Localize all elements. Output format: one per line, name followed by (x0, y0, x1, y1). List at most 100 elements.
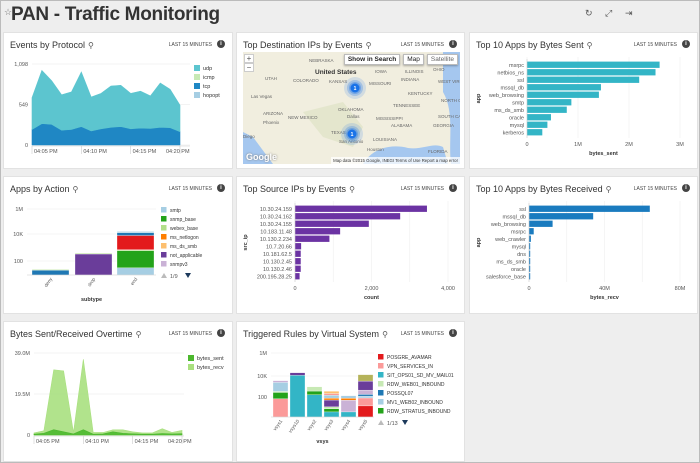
info-icon[interactable]: i (217, 329, 225, 337)
info-icon[interactable]: i (682, 40, 690, 48)
search-zoom-icon[interactable]: ⚲ (349, 185, 355, 194)
info-icon[interactable]: i (682, 184, 690, 192)
refresh-icon[interactable]: ↻ (585, 8, 593, 18)
bar[interactable] (295, 228, 341, 235)
bar[interactable] (295, 213, 401, 220)
bar-segment[interactable] (323, 399, 340, 407)
bar[interactable] (529, 243, 531, 250)
bar-segment[interactable] (31, 269, 70, 271)
bar-segment[interactable] (116, 267, 155, 276)
bar[interactable] (527, 84, 601, 91)
bar-segment[interactable] (357, 394, 374, 397)
bar-segment[interactable] (306, 390, 323, 395)
bar[interactable] (527, 129, 543, 136)
bar-segment[interactable] (323, 408, 340, 413)
bar[interactable] (527, 106, 567, 113)
bar[interactable] (527, 69, 656, 76)
bar[interactable] (529, 213, 594, 220)
bar-segment[interactable] (357, 395, 374, 399)
info-icon[interactable]: i (217, 40, 225, 48)
search-zoom-icon[interactable]: ⚲ (88, 41, 94, 50)
bar[interactable] (529, 205, 650, 212)
search-zoom-icon[interactable]: ⚲ (135, 330, 142, 339)
bar-segment[interactable] (357, 374, 374, 382)
bar-segment[interactable] (340, 395, 357, 399)
map-type-satellite-button[interactable]: Satellite (426, 54, 458, 65)
bar[interactable] (529, 235, 531, 242)
bar-segment[interactable] (272, 382, 289, 392)
bar-segment[interactable] (74, 253, 113, 276)
bar[interactable] (295, 265, 301, 272)
bar-segment[interactable] (357, 389, 374, 395)
bar-segment[interactable] (116, 235, 155, 250)
star-icon[interactable]: ☆ (4, 7, 13, 17)
bar-segment[interactable] (306, 394, 323, 418)
bar-segment[interactable] (74, 253, 113, 255)
bar-segment[interactable] (116, 250, 155, 268)
info-icon[interactable]: i (449, 329, 457, 337)
bar-segment[interactable] (272, 380, 289, 383)
bar-segment[interactable] (306, 386, 323, 392)
map-attribution[interactable]: Map data ©2015 Google, INEGI Terms of Us… (331, 157, 460, 164)
bar[interactable] (527, 61, 660, 68)
bar-segment[interactable] (357, 380, 374, 391)
bar[interactable] (295, 273, 300, 280)
bar[interactable] (295, 205, 427, 212)
bar[interactable] (527, 114, 551, 121)
bar[interactable] (529, 220, 553, 227)
bar-segment[interactable] (323, 411, 340, 418)
bar-segment[interactable] (116, 232, 155, 236)
info-icon[interactable]: i (449, 40, 457, 48)
bar[interactable] (529, 250, 531, 257)
bar[interactable] (295, 258, 301, 265)
bar[interactable] (295, 235, 330, 242)
legend-prev-icon[interactable] (161, 273, 167, 278)
bar-segment[interactable] (289, 372, 306, 376)
search-zoom-icon[interactable]: ⚲ (72, 185, 79, 194)
bar[interactable] (527, 76, 640, 83)
bar-segment[interactable] (272, 391, 289, 393)
bar[interactable] (527, 99, 572, 106)
area-bytes_recv[interactable] (33, 359, 183, 436)
map-marker[interactable] (350, 83, 360, 93)
search-zoom-icon[interactable]: ⚲ (365, 41, 372, 50)
search-zoom-icon[interactable]: ⚲ (586, 41, 593, 50)
bar[interactable] (295, 243, 302, 250)
bar-segment[interactable] (323, 391, 340, 394)
legend-next-icon[interactable] (185, 273, 191, 278)
bar[interactable] (529, 265, 531, 272)
bar-segment[interactable] (357, 405, 374, 418)
bar[interactable] (529, 258, 531, 265)
map-marker[interactable] (347, 129, 357, 139)
bar-segment[interactable] (323, 393, 340, 396)
bar[interactable] (529, 228, 534, 235)
bar-segment[interactable] (289, 375, 306, 418)
bar-segment[interactable] (272, 392, 289, 399)
bar-segment[interactable] (340, 399, 357, 413)
bar-segment[interactable] (323, 395, 340, 399)
bar-segment[interactable] (116, 249, 155, 251)
bar-segment[interactable] (272, 398, 289, 418)
legend-prev-icon[interactable] (378, 420, 384, 425)
fullscreen-icon[interactable]: ⤢ (605, 8, 613, 18)
bar[interactable] (295, 220, 369, 227)
bar[interactable] (295, 250, 301, 257)
export-icon[interactable]: ⇥ (625, 8, 633, 18)
bar-segment[interactable] (357, 397, 374, 407)
bar[interactable] (527, 121, 548, 128)
bar-segment[interactable] (340, 398, 357, 401)
bar-segment[interactable] (116, 231, 155, 233)
map[interactable]: NEBRASKA United States IOWA UTAH COLORADO KAN… (243, 52, 460, 164)
area-udp[interactable] (31, 69, 181, 133)
bar-segment[interactable] (31, 269, 70, 276)
bar[interactable] (527, 91, 599, 98)
map-zoom-out-button[interactable]: − (244, 63, 254, 72)
bar-segment[interactable] (323, 397, 340, 401)
show-in-search-button[interactable]: Show in Search (343, 54, 401, 65)
area-bytes_sent[interactable] (33, 429, 183, 436)
search-zoom-icon[interactable]: ⚲ (382, 330, 388, 339)
info-icon[interactable]: i (449, 184, 457, 192)
legend-next-icon[interactable] (402, 420, 408, 425)
map-type-map-button[interactable]: Map (403, 54, 424, 65)
bar-segment[interactable] (340, 411, 357, 418)
